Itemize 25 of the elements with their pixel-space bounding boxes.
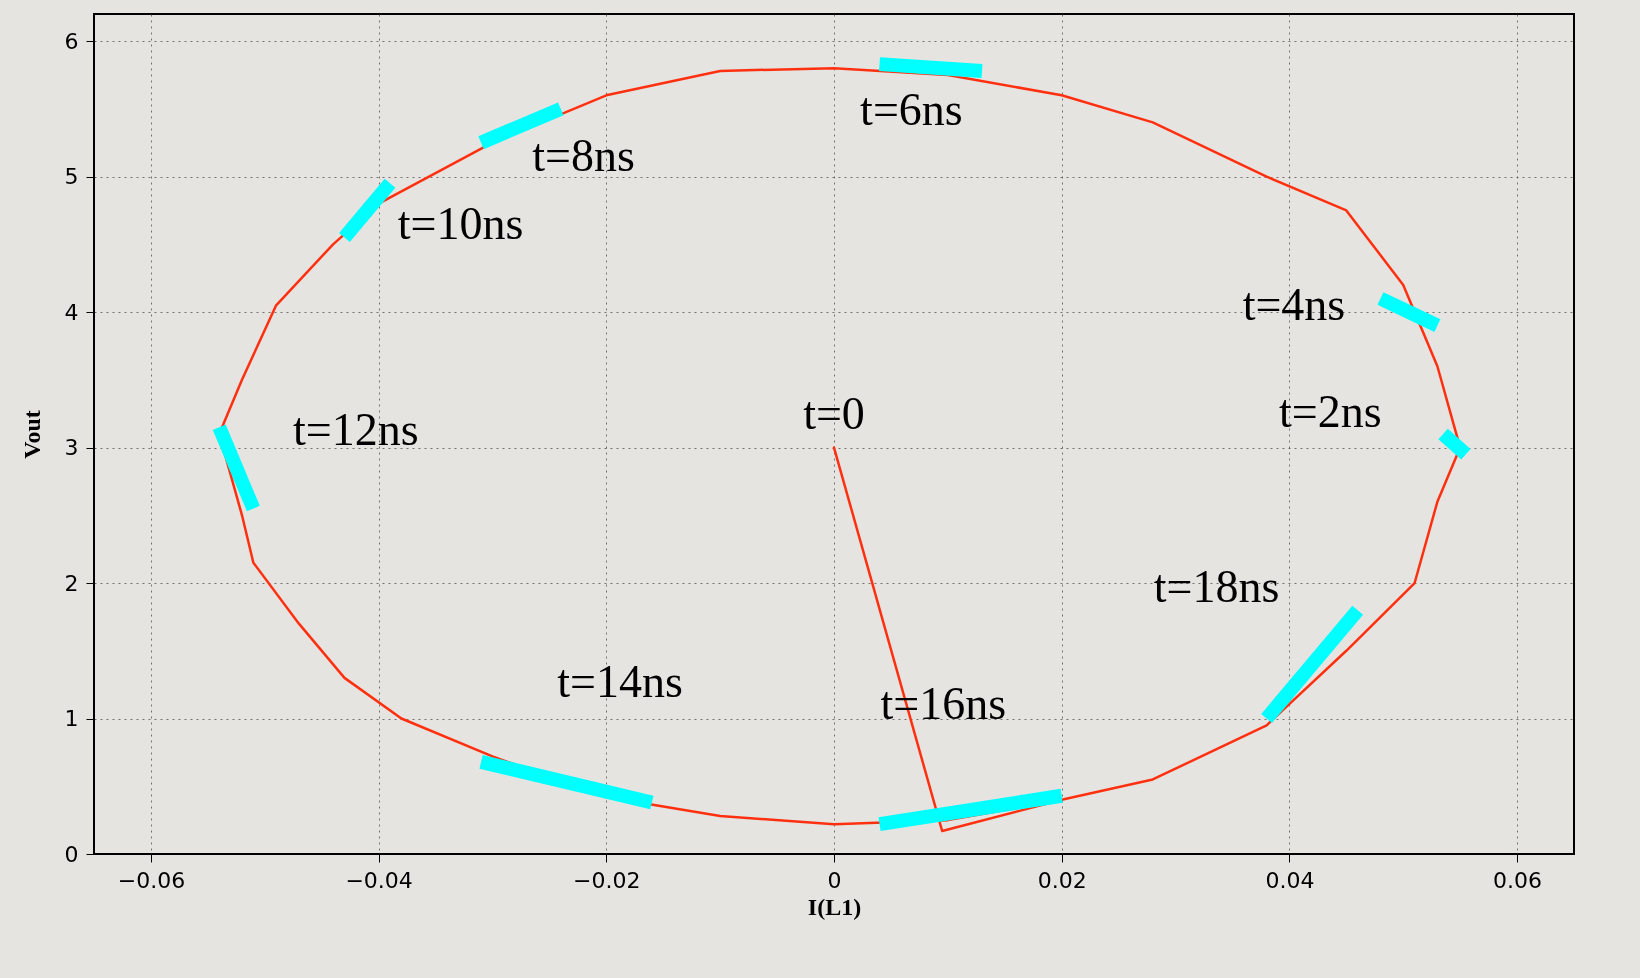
y-tick-label: 1 bbox=[64, 706, 79, 732]
y-tick-label: 0 bbox=[64, 841, 79, 867]
y-tick-label: 4 bbox=[64, 299, 79, 325]
annotation: t=6ns bbox=[860, 84, 963, 136]
y-tick-label: 5 bbox=[64, 164, 79, 190]
y-axis-title: Vout bbox=[18, 410, 45, 459]
x-tick-label: −0.02 bbox=[573, 867, 641, 893]
x-tick-label: 0.04 bbox=[1265, 867, 1315, 893]
annotation: t=0 bbox=[803, 387, 865, 439]
x-tick-label: −0.06 bbox=[117, 867, 186, 893]
x-tick-label: 0 bbox=[827, 867, 842, 893]
x-tick-label: 0.06 bbox=[1493, 867, 1543, 893]
x-tick-label: −0.04 bbox=[345, 867, 413, 893]
annotation: t=12ns bbox=[293, 404, 419, 456]
annotation: t=10ns bbox=[397, 198, 524, 250]
y-tick-label: 6 bbox=[64, 28, 79, 54]
annotation: t=2ns bbox=[1279, 385, 1382, 437]
y-tick-label: 3 bbox=[64, 435, 79, 461]
annotation: t=4ns bbox=[1242, 279, 1346, 331]
annotation: t=18ns bbox=[1153, 561, 1280, 613]
annotation: t=14ns bbox=[557, 655, 683, 707]
x-axis-title: I(L1) bbox=[807, 893, 862, 920]
annotation: t=8ns bbox=[532, 129, 635, 181]
y-tick-label: 2 bbox=[64, 570, 79, 596]
x-tick-label: 0.02 bbox=[1037, 867, 1087, 893]
